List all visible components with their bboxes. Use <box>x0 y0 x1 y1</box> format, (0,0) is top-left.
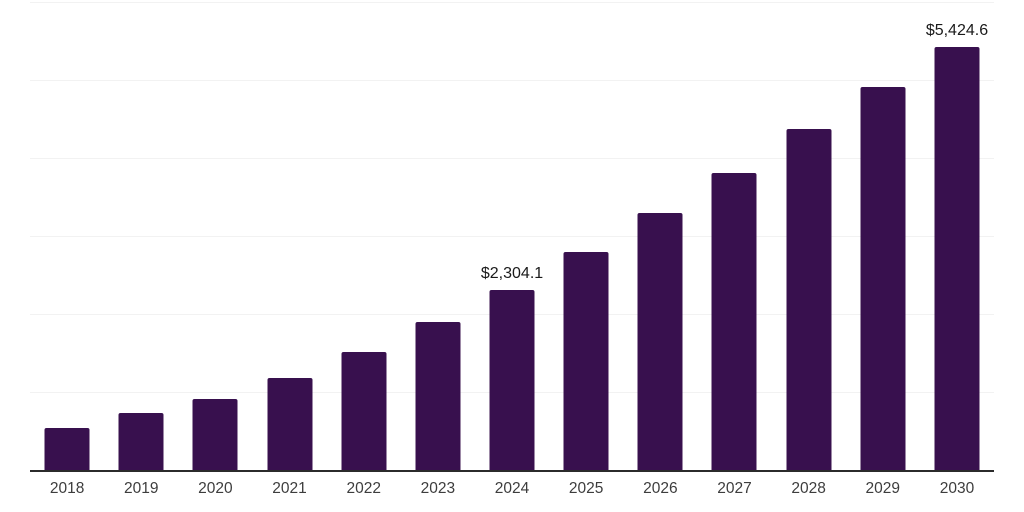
bar-group-2024: $2,304.1 <box>475 2 549 470</box>
gridline-4000 <box>30 158 994 160</box>
bar-2029 <box>860 86 906 470</box>
bar-2021 <box>267 377 313 470</box>
x-axis: 2018 2019 2020 2021 2022 2023 2024 2025 2026 2027… <box>30 478 994 500</box>
bar-group-2019 <box>104 2 178 470</box>
x-axis-label-2021: 2021 <box>272 480 307 497</box>
x-axis-label-2028: 2028 <box>791 480 826 497</box>
x-axis-label-2030: 2030 <box>939 480 975 497</box>
bar-2019 <box>118 412 164 470</box>
bar-group-2026 <box>623 2 697 470</box>
data-label-2024: $2,304.1 <box>480 265 544 283</box>
plot-area: $2,304.1 $5,424.6 <box>30 2 994 472</box>
bar-group-2020 <box>178 2 252 470</box>
bar-2018 <box>44 427 90 470</box>
bar-group-2023 <box>401 2 475 470</box>
x-axis-label-2023: 2023 <box>420 480 456 497</box>
gridline-5000 <box>30 80 994 81</box>
x-axis-label-2024: 2024 <box>494 480 530 497</box>
x-axis-label-2029: 2029 <box>865 480 901 497</box>
gridline-6000 <box>30 2 994 3</box>
bar-group-2027 <box>697 2 771 470</box>
bar-group-2030: $5,424.6 <box>920 2 994 470</box>
bar-2028 <box>786 129 832 470</box>
x-axis-label-2019: 2019 <box>123 480 159 497</box>
x-axis-label-2022: 2022 <box>346 480 381 497</box>
bars-container: $2,304.1 $5,424.6 <box>30 2 994 470</box>
bar-group-2028 <box>772 2 846 470</box>
x-axis-label-2027: 2027 <box>717 480 752 497</box>
bar-group-2021 <box>252 2 326 470</box>
x-axis-label-2026: 2026 <box>643 480 678 497</box>
bar-2026 <box>637 212 683 470</box>
bar-2027 <box>711 172 757 470</box>
bar-2025 <box>563 252 609 470</box>
bar-2024 <box>489 290 535 470</box>
bar-group-2022 <box>327 2 401 470</box>
x-axis-label-2025: 2025 <box>568 480 604 497</box>
data-label-2030: $5,424.6 <box>925 21 989 39</box>
x-axis-label-2018: 2018 <box>49 480 85 497</box>
bar-2030 <box>934 46 980 470</box>
bar-2020 <box>192 399 238 470</box>
bar-group-2025 <box>549 2 623 470</box>
bar-2023 <box>415 321 461 470</box>
x-axis-label-2020: 2020 <box>198 480 233 497</box>
bar-group-2018 <box>30 2 104 470</box>
gridline-3000 <box>30 236 994 237</box>
bar-2022 <box>341 352 387 470</box>
bar-group-2029 <box>846 2 920 470</box>
